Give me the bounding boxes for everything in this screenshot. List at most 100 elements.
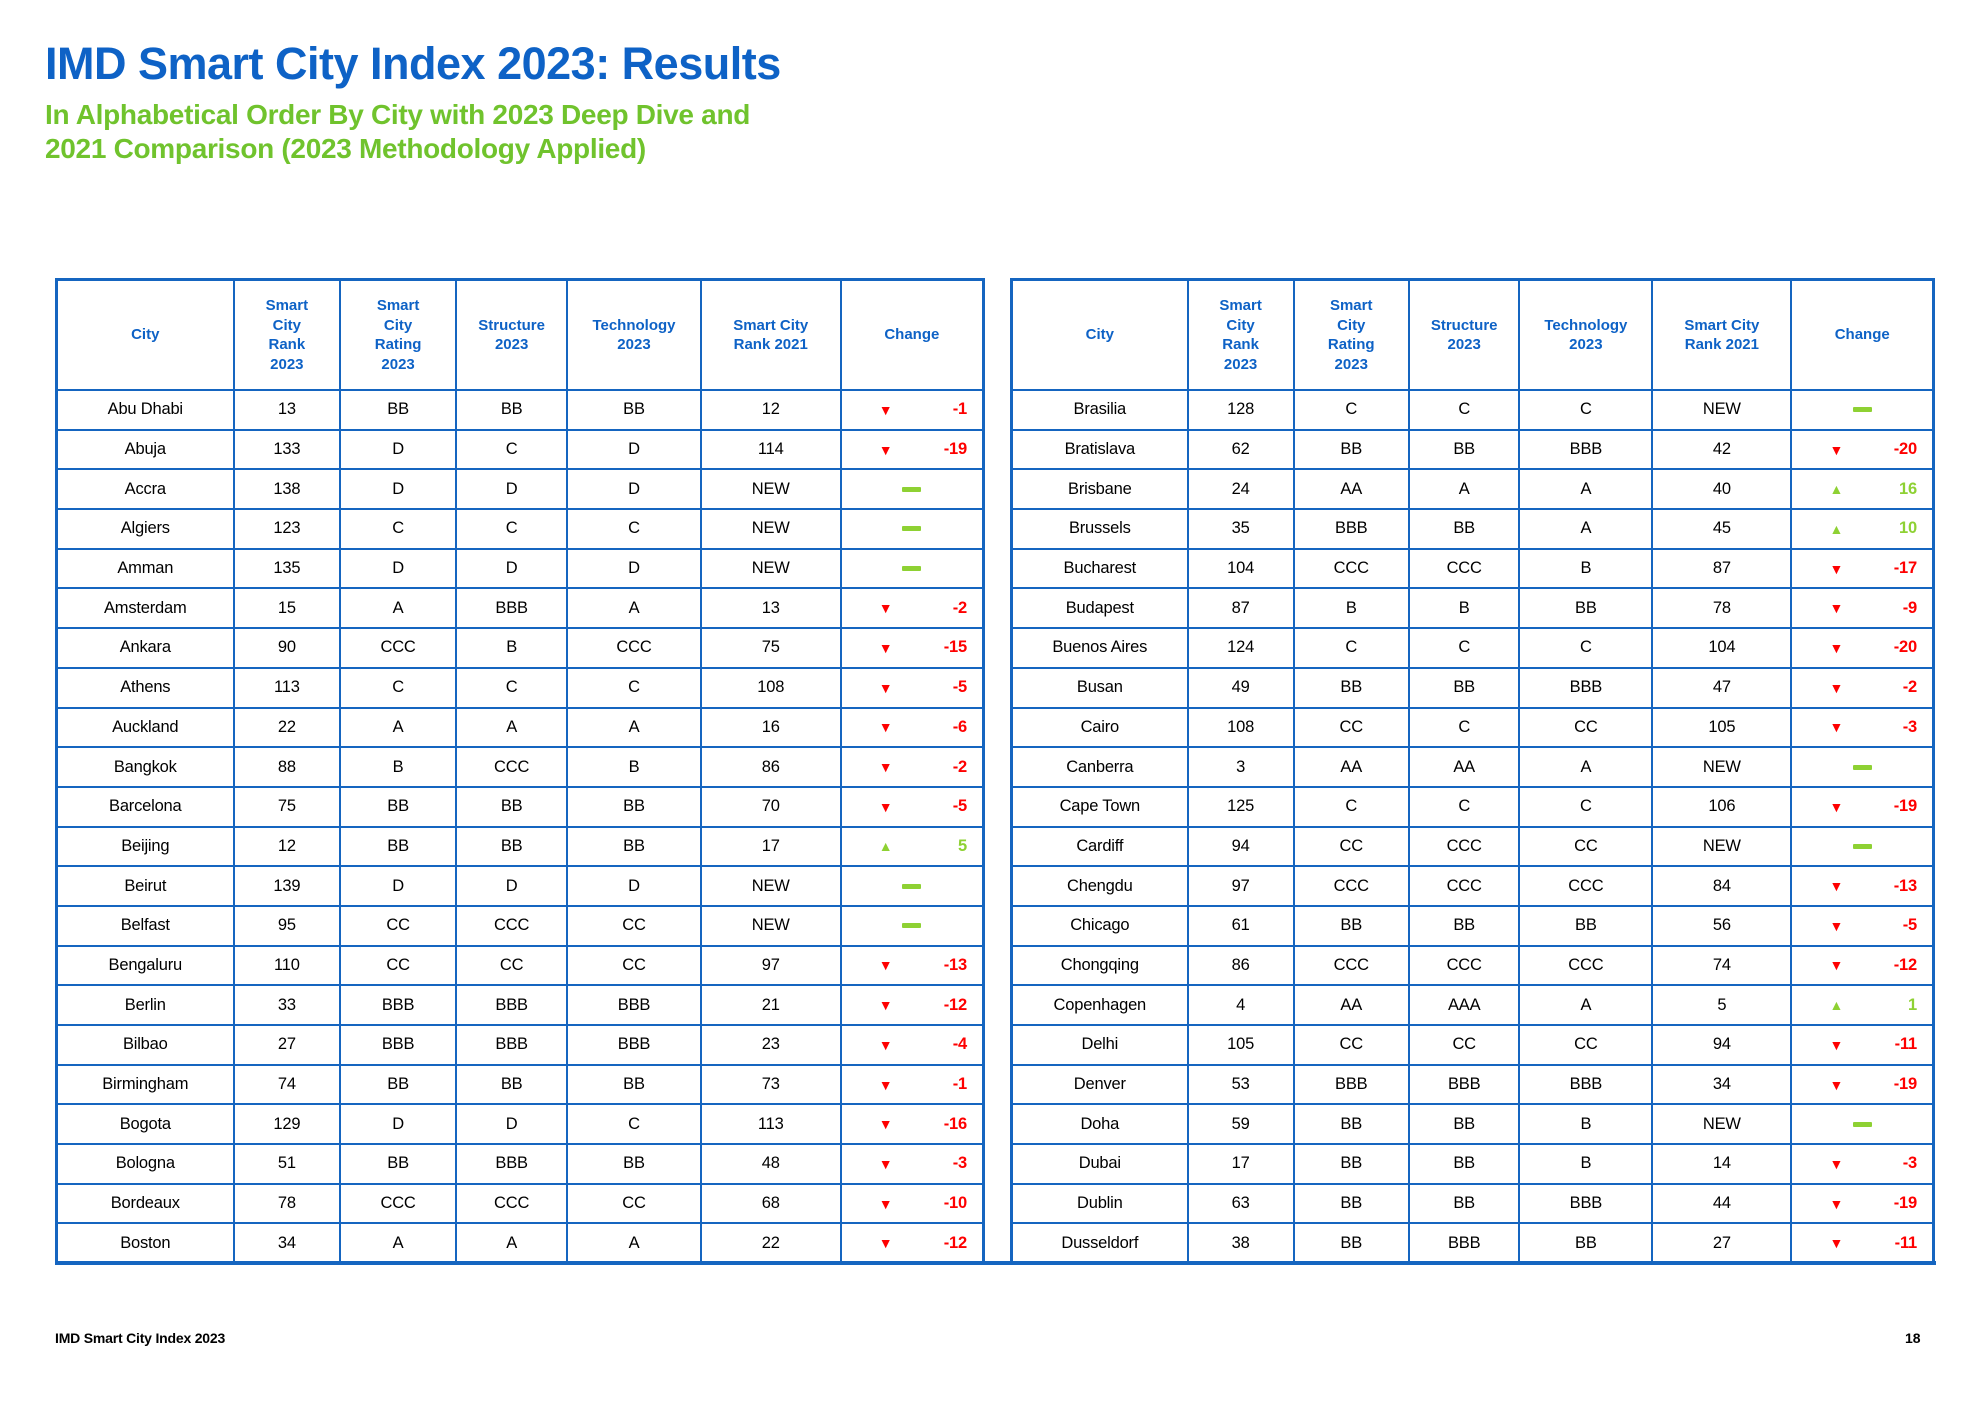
- up-arrow-icon: ▲: [1829, 520, 1844, 537]
- change-value: -19: [1893, 1075, 1917, 1094]
- city-cell: Beirut: [55, 865, 235, 907]
- structure-2023-cell: D: [455, 468, 569, 511]
- table-row: Brisbane 24 AA A A 40 ▲ 16: [1010, 468, 1935, 511]
- technology-2023-cell: A: [1518, 508, 1654, 550]
- no-change-dash-icon: [902, 923, 922, 929]
- change-cell: ▼ -17: [1790, 547, 1935, 590]
- structure-2023-cell: CCC: [455, 1182, 569, 1225]
- technology-2023-cell: D: [566, 865, 702, 907]
- rank-2021-cell: 34: [1651, 1063, 1793, 1106]
- change-cell: [1790, 389, 1935, 431]
- structure-2023-cell: BBB: [1407, 1222, 1521, 1265]
- city-cell: Delhi: [1010, 1024, 1189, 1066]
- city-cell: Brisbane: [1010, 468, 1189, 511]
- technology-2023-cell: C: [566, 1103, 702, 1146]
- rating-2023-cell: AA: [1292, 468, 1410, 511]
- change-indicator: [843, 526, 982, 532]
- technology-2023-cell: BBB: [566, 1024, 702, 1066]
- rank-2021-cell: 47: [1651, 666, 1793, 709]
- change-value: -9: [1902, 598, 1917, 617]
- change-value: -1: [952, 400, 967, 419]
- technology-2023-cell: A: [1518, 746, 1654, 788]
- structure-2023-cell: BB: [455, 1063, 569, 1106]
- rank-2021-cell: NEW: [1651, 746, 1793, 788]
- rating-2023-cell: CC: [1292, 706, 1410, 749]
- city-cell: Amsterdam: [55, 587, 235, 630]
- table-row: Birmingham 74 BB BB BB 73 ▼ -1: [55, 1063, 985, 1106]
- rating-2023-cell: C: [1292, 389, 1410, 431]
- change-indicator: ▼ -4: [843, 1035, 982, 1054]
- rank-2021-cell: NEW: [699, 904, 842, 947]
- structure-2023-cell: BBB: [1407, 1063, 1521, 1106]
- change-cell: ▼ -2: [1790, 666, 1935, 709]
- rating-2023-cell: C: [339, 666, 458, 709]
- change-indicator: ▼ -19: [1793, 1194, 1931, 1213]
- rank-2021-cell: 56: [1651, 904, 1793, 947]
- change-indicator: ▲ 1: [1793, 996, 1931, 1015]
- change-indicator: [843, 883, 982, 889]
- table-row: Bengaluru 110 CC CC CC 97 ▼ -13: [55, 944, 985, 987]
- change-value: -20: [1893, 638, 1917, 657]
- structure-2023-cell: CCC: [1407, 944, 1521, 987]
- rank-2023-cell: 63: [1186, 1182, 1295, 1225]
- rating-2023-cell: BB: [339, 1063, 458, 1106]
- up-arrow-icon: ▲: [1829, 481, 1844, 498]
- structure-2023-cell: D: [455, 865, 569, 907]
- change-cell: ▼ -12: [1790, 944, 1935, 987]
- change-value: -19: [1893, 1194, 1917, 1213]
- technology-2023-cell: CCC: [566, 627, 702, 669]
- change-value: -6: [952, 717, 967, 736]
- change-value: -15: [943, 638, 967, 657]
- down-arrow-icon: ▼: [878, 401, 893, 418]
- city-cell: Chongqing: [1010, 944, 1189, 987]
- change-cell: ▼ -19: [1790, 1063, 1935, 1106]
- rank-2023-cell: 139: [232, 865, 342, 907]
- structure-2023-cell: BBB: [455, 1024, 569, 1066]
- table-row: Chicago 61 BB BB BB 56 ▼ -5: [1010, 904, 1935, 947]
- city-cell: Denver: [1010, 1063, 1189, 1106]
- down-arrow-icon: ▼: [1829, 917, 1844, 934]
- city-index-table-right: City Smart City Rank 2023 Smart City Ratin…: [1010, 278, 1935, 1266]
- technology-2023-cell: A: [1518, 984, 1654, 1026]
- technology-2023-cell: CC: [1518, 1024, 1654, 1066]
- down-arrow-icon: ▼: [878, 1116, 893, 1133]
- change-cell: ▼ -20: [1790, 627, 1935, 669]
- city-index-table-left: City Smart City Rank 2023 Smart City Ratin…: [55, 278, 985, 1266]
- rank-2023-cell: 13: [232, 389, 342, 431]
- page-title: IMD Smart City Index 2023: Results: [45, 38, 781, 89]
- rank-2023-cell: 33: [232, 984, 342, 1026]
- rank-2023-cell: 90: [232, 627, 342, 669]
- table-row: Auckland 22 A A A 16 ▼ -6: [55, 706, 985, 749]
- technology-2023-cell: BBB: [566, 984, 702, 1026]
- city-cell: Bilbao: [55, 1024, 235, 1066]
- down-arrow-icon: ▼: [878, 679, 893, 696]
- change-indicator: ▼ -19: [843, 440, 982, 459]
- technology-2023-cell: B: [1518, 1103, 1654, 1146]
- rank-2023-cell: 88: [232, 746, 342, 788]
- page-number: 18: [1905, 1330, 1921, 1346]
- rank-2021-cell: 78: [1651, 587, 1793, 630]
- rank-2021-cell: 17: [699, 825, 842, 868]
- rating-2023-cell: B: [1292, 587, 1410, 630]
- structure-2023-cell: BB: [455, 825, 569, 868]
- structure-2023-cell: A: [1407, 468, 1521, 511]
- rating-2023-cell: BB: [339, 389, 458, 431]
- rank-2023-cell: 129: [232, 1103, 342, 1146]
- rank-2021-cell: 44: [1651, 1182, 1793, 1225]
- column-header: City: [1010, 278, 1189, 391]
- structure-2023-cell: AAA: [1407, 984, 1521, 1026]
- change-value: -13: [1893, 876, 1917, 895]
- rank-2023-cell: 113: [232, 666, 342, 709]
- city-table-left-container: City Smart City Rank 2023 Smart City Ratin…: [55, 278, 985, 1266]
- structure-2023-cell: B: [455, 627, 569, 669]
- rank-2021-cell: 97: [699, 944, 842, 987]
- rank-2023-cell: 135: [232, 547, 342, 590]
- change-indicator: ▲ 10: [1793, 519, 1931, 538]
- table-row: Busan 49 BB BB BBB 47 ▼ -2: [1010, 666, 1935, 709]
- change-indicator: ▼ -10: [843, 1194, 982, 1213]
- change-indicator: ▼ -3: [1793, 1154, 1931, 1173]
- rating-2023-cell: C: [339, 508, 458, 550]
- change-indicator: ▼ -9: [1793, 598, 1931, 618]
- rank-2023-cell: 123: [232, 508, 342, 550]
- change-value: 10: [1899, 519, 1917, 538]
